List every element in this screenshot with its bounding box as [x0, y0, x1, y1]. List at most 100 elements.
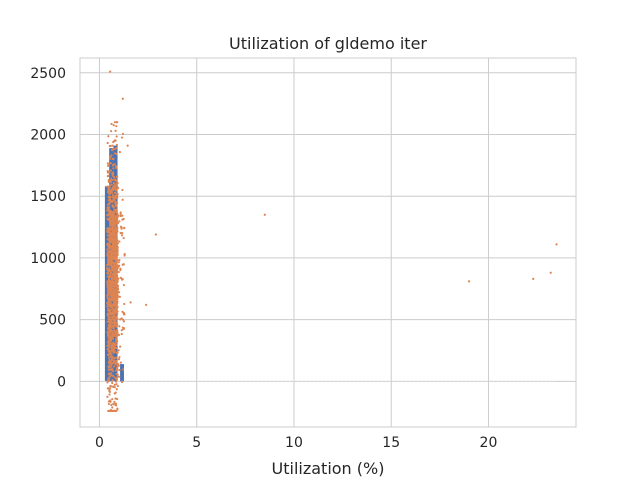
- scatter-point: [110, 190, 113, 193]
- scatter-point: [111, 287, 114, 290]
- chart-title: Utilization of gldemo iter: [229, 34, 427, 53]
- scatter-point: [114, 402, 117, 405]
- scatter-point: [113, 324, 117, 327]
- scatter-point: [117, 291, 121, 294]
- scatter-point: [109, 220, 112, 223]
- scatter-point: [118, 240, 121, 243]
- scatter-point: [115, 351, 119, 354]
- scatter-point: [110, 223, 113, 226]
- scatter-point: [113, 148, 116, 151]
- scatter-point: [114, 311, 117, 314]
- scatter-point: [110, 240, 113, 243]
- scatter-point: [107, 330, 110, 333]
- scatter-point: [108, 144, 111, 148]
- scatter-point: [106, 190, 110, 194]
- scatter-point: [107, 203, 110, 206]
- scatter-point: [115, 397, 119, 401]
- scatter-point: [117, 214, 120, 217]
- scatter-point: [115, 338, 118, 341]
- scatter-point: [109, 256, 112, 259]
- scatter-point: [112, 314, 116, 318]
- x-tick-label: 20: [480, 435, 498, 451]
- scatter-point: [122, 320, 126, 323]
- scatter-point: [107, 289, 110, 292]
- scatter-point: [110, 233, 113, 236]
- histogram-bar: [120, 364, 124, 382]
- scatter-point: [112, 173, 115, 176]
- scatter-point: [115, 202, 118, 205]
- scatter-point: [111, 217, 114, 220]
- scatter-point: [106, 297, 110, 300]
- scatter-point: [112, 225, 115, 228]
- scatter-point: [116, 242, 119, 245]
- scatter-point: [114, 218, 117, 221]
- scatter-point: [113, 250, 116, 253]
- scatter-point: [109, 274, 112, 278]
- scatter-point: [119, 345, 122, 348]
- scatter-point: [121, 310, 124, 313]
- scatter-point: [117, 277, 120, 280]
- scatter-point: [111, 331, 114, 335]
- scatter-point: [108, 308, 112, 311]
- scatter-point: [116, 332, 119, 336]
- scatter-point: [109, 297, 112, 300]
- scatter-point: [115, 247, 118, 250]
- scatter-point: [107, 247, 111, 250]
- scatter-point: [110, 130, 113, 133]
- scatter-point: [110, 122, 113, 126]
- scatter-point: [121, 198, 124, 201]
- scatter-point: [115, 388, 118, 391]
- scatter-point: [106, 286, 109, 289]
- scatter-point: [120, 332, 123, 336]
- scatter-point: [108, 171, 111, 174]
- scatter-point: [107, 349, 110, 353]
- scatter-point: [115, 125, 118, 128]
- scatter-point: [120, 329, 123, 332]
- scatter-point: [115, 147, 118, 150]
- scatter-point: [106, 234, 109, 237]
- scatter-point: [107, 378, 110, 381]
- scatter-point: [115, 279, 118, 282]
- scatter-point: [117, 358, 121, 361]
- scatter-point: [115, 255, 118, 258]
- scatter-point: [114, 308, 118, 311]
- scatter-point: [115, 356, 118, 359]
- scatter-point: [116, 407, 119, 410]
- scatter-point: [118, 220, 121, 223]
- scatter-point: [110, 154, 113, 157]
- scatter-point: [107, 260, 110, 263]
- scatter-point: [111, 406, 114, 409]
- scatter-point: [115, 135, 118, 138]
- scatter-point: [107, 135, 110, 138]
- scatter-point: [115, 194, 118, 197]
- scatter-point: [114, 346, 117, 350]
- scatter-point: [109, 289, 112, 292]
- plot-frame: [79, 57, 577, 428]
- scatter-point: [111, 157, 114, 161]
- scatter-point: [110, 249, 113, 252]
- scatter-point: [115, 143, 119, 147]
- x-axis-label: Utilization (%): [272, 459, 385, 478]
- scatter-point: [115, 380, 118, 383]
- scatter-point: [108, 238, 112, 241]
- scatter-point: [115, 335, 118, 338]
- scatter-point: [114, 191, 117, 194]
- scatter-point: [119, 361, 122, 364]
- scatter-point: [108, 255, 111, 258]
- scatter-point: [109, 210, 113, 214]
- scatter-point: [116, 365, 119, 368]
- scatter-point: [112, 199, 115, 202]
- scatter-outlier-point: [121, 97, 124, 100]
- scatter-point: [109, 360, 112, 363]
- scatter-point: [116, 239, 119, 242]
- scatter-point: [113, 292, 116, 295]
- scatter-point: [115, 189, 118, 192]
- scatter-point: [108, 157, 112, 160]
- scatter-point: [113, 296, 116, 299]
- x-tick-label: 15: [382, 435, 400, 451]
- scatter-point: [108, 340, 111, 343]
- scatter-point: [112, 282, 115, 285]
- scatter-point: [115, 292, 118, 295]
- scatter-point: [110, 183, 113, 186]
- scatter-point: [109, 374, 113, 377]
